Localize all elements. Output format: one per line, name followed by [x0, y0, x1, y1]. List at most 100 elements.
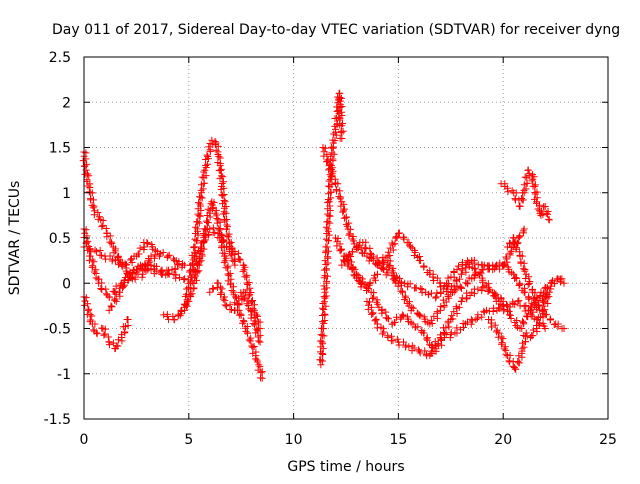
data-point	[525, 294, 533, 302]
data-point	[529, 326, 537, 334]
data-point	[464, 318, 472, 326]
series-track-p	[426, 259, 568, 333]
data-point	[84, 182, 92, 190]
data-point	[86, 252, 94, 260]
data-point	[433, 289, 441, 297]
data-point	[207, 200, 215, 208]
data-point	[503, 184, 511, 192]
data-point	[329, 136, 337, 144]
data-point	[336, 114, 344, 122]
data-point	[434, 340, 442, 348]
data-point	[336, 195, 344, 203]
data-point	[540, 298, 548, 306]
data-point	[378, 330, 386, 338]
x-tick-label: 10	[285, 432, 303, 448]
data-point	[417, 285, 425, 293]
data-point	[233, 300, 241, 308]
data-point	[89, 204, 97, 212]
data-point	[457, 270, 465, 278]
data-point	[437, 283, 445, 291]
data-point	[538, 207, 546, 215]
data-point	[366, 244, 374, 252]
data-point	[217, 231, 225, 239]
data-point	[513, 317, 521, 325]
data-point	[106, 238, 114, 246]
data-point	[463, 279, 471, 287]
data-point	[478, 313, 486, 321]
data-point	[513, 240, 521, 248]
data-point	[184, 297, 192, 305]
data-point	[416, 349, 424, 357]
data-point	[322, 261, 330, 269]
x-tick-label: 15	[389, 432, 407, 448]
data-point	[157, 269, 165, 277]
data-point	[400, 233, 408, 241]
data-point	[209, 203, 217, 211]
data-point	[497, 333, 505, 341]
data-point	[474, 311, 482, 319]
data-point	[332, 125, 340, 133]
data-point	[107, 302, 115, 310]
data-point	[520, 225, 528, 233]
data-point	[519, 339, 527, 347]
data-point	[336, 187, 344, 195]
data-point	[520, 259, 528, 267]
data-point	[327, 188, 335, 196]
data-point	[256, 318, 264, 326]
data-point	[89, 262, 97, 270]
data-point	[174, 311, 182, 319]
data-point	[500, 262, 508, 270]
data-point	[211, 229, 219, 237]
data-point	[464, 257, 472, 265]
data-point	[506, 303, 514, 311]
data-point	[160, 311, 168, 319]
data-point	[445, 294, 453, 302]
data-point	[345, 219, 353, 227]
axis-ticks	[83, 56, 609, 420]
data-point	[125, 276, 133, 284]
data-point	[124, 276, 132, 284]
data-point	[454, 262, 462, 270]
data-point	[240, 266, 248, 274]
data-point	[90, 202, 98, 210]
data-point	[137, 264, 145, 272]
data-point	[371, 276, 379, 284]
data-point	[200, 168, 208, 176]
data-point	[339, 127, 347, 135]
data-point	[522, 329, 530, 337]
data-point	[405, 298, 413, 306]
data-point	[499, 261, 507, 269]
y-tick-label: 2	[62, 95, 71, 111]
data-point	[256, 338, 264, 346]
data-point	[193, 218, 201, 226]
data-point	[336, 240, 344, 248]
data-point	[366, 249, 374, 257]
data-point	[424, 290, 432, 298]
data-point	[395, 341, 403, 349]
data-point	[407, 243, 415, 251]
data-point	[465, 258, 473, 266]
data-point	[423, 336, 431, 344]
data-point	[85, 188, 93, 196]
data-point	[404, 315, 412, 323]
data-point	[503, 255, 511, 263]
data-point	[98, 279, 106, 287]
data-point	[197, 243, 205, 251]
data-point	[333, 242, 341, 250]
data-point	[499, 297, 507, 305]
data-point	[342, 214, 350, 222]
data-point	[491, 321, 499, 329]
data-point	[429, 343, 437, 351]
data-point	[98, 251, 106, 259]
data-point	[144, 239, 152, 247]
data-point	[229, 257, 237, 265]
data-point	[518, 317, 526, 325]
data-point	[110, 249, 118, 257]
data-point	[521, 307, 529, 315]
data-point	[222, 225, 230, 233]
data-point	[145, 256, 153, 264]
data-point	[325, 231, 333, 239]
data-point	[337, 202, 345, 210]
data-point	[318, 338, 326, 346]
data-point	[340, 200, 348, 208]
